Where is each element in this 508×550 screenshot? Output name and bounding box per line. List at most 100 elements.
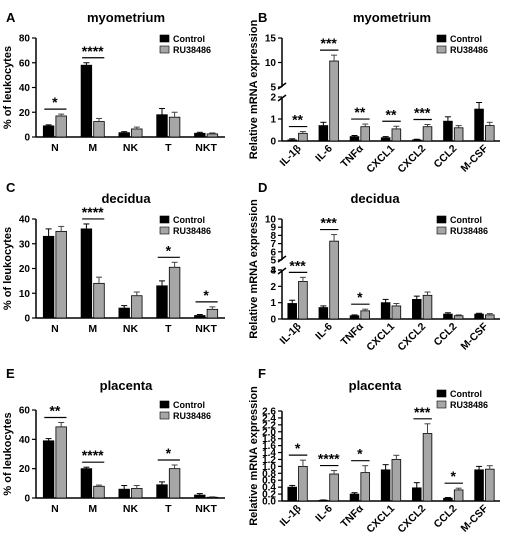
bar-ru38486 [168, 266, 181, 319]
bar-ru38486 [453, 127, 464, 142]
y-axis-label: % of leukocytes [2, 412, 14, 495]
bar-ru38486 [131, 488, 143, 499]
bar-control [443, 313, 453, 320]
y-tick-label: 0 [24, 314, 30, 325]
legend-swatch-ru38486 [159, 45, 170, 54]
x-tick-label: NK [123, 142, 139, 154]
bar-ru38486 [329, 240, 339, 320]
y-tick-label: 1 [270, 115, 276, 126]
bar-ru38486 [206, 133, 219, 138]
legend-swatch-control [159, 400, 170, 409]
bar-control [194, 315, 206, 319]
y-tick-label: 3 [270, 266, 276, 277]
significance-stars: **** [82, 447, 104, 463]
legend-swatch-control [436, 34, 447, 43]
bar-ru38486 [55, 230, 67, 319]
y-tick-label: 80 [19, 34, 31, 45]
bar-control [80, 228, 93, 319]
x-tick-label: TNFα [338, 142, 366, 170]
y-tick-label: 1.4 [262, 448, 276, 459]
x-tick-label: CXCL2 [395, 321, 428, 354]
x-tick-label: M [88, 323, 97, 335]
bar-control [118, 488, 130, 499]
y-tick-label: 20 [19, 464, 31, 475]
bar-control [156, 114, 168, 138]
legend-swatch-control [159, 215, 170, 224]
y-tick-label: 40 [19, 215, 31, 226]
bar-ru38486 [206, 308, 219, 319]
bar-control [287, 139, 297, 142]
legend-swatch-control [436, 389, 447, 398]
x-tick-label: NKT [195, 503, 217, 515]
bar-control [412, 298, 422, 320]
legend-swatch-ru38486 [159, 226, 170, 235]
x-tick-label: N [51, 142, 59, 154]
y-tick-label: 0.0 [262, 497, 276, 508]
bar-control [80, 64, 93, 138]
y-tick-label: 0 [270, 137, 276, 148]
y-tick-label: 2 [270, 93, 276, 104]
y-tick-label: 8 [270, 231, 276, 242]
bar-control [380, 302, 391, 320]
bar-control [318, 307, 329, 320]
y-axis-label: % of leukocytes [2, 46, 14, 129]
bar-ru38486 [298, 465, 308, 502]
bar-control [42, 235, 55, 319]
y-tick-label: 1.6 [262, 441, 276, 452]
y-tick-label: 0 [24, 133, 30, 144]
bar-ru38486 [93, 282, 105, 319]
significance-stars: *** [321, 215, 338, 231]
x-tick-label: IL-1β [277, 142, 304, 169]
y-axis-label: Relative mRNA expression [248, 19, 260, 159]
bar-control [349, 136, 360, 142]
y-tick-label: 40 [19, 83, 31, 94]
legend-swatch-ru38486 [436, 45, 447, 54]
bar-ru38486 [298, 132, 308, 142]
panel-title: decidua [101, 191, 151, 206]
x-tick-label: CXCL2 [395, 143, 428, 176]
panel-title: myometrium [87, 10, 165, 25]
bar-control [42, 125, 55, 138]
significance-stars: * [166, 242, 172, 258]
bar-ru38486 [329, 473, 339, 502]
bar-ru38486 [360, 310, 370, 320]
bar-ru38486 [93, 485, 105, 499]
x-tick-label: NKT [195, 323, 217, 335]
bar-control [443, 120, 453, 142]
bar-ru38486 [206, 496, 219, 499]
significance-stars: **** [318, 451, 340, 467]
y-tick-label: 60 [19, 406, 31, 417]
y-tick-label: 2 [270, 282, 276, 293]
y-tick-label: 30 [19, 239, 31, 250]
y-tick-label: 15 [265, 34, 277, 45]
bar-ru38486 [329, 60, 339, 142]
y-tick-label: 10 [265, 58, 277, 69]
panel-letter: D [258, 180, 267, 195]
bar-ru38486 [360, 472, 370, 502]
significance-stars: ** [292, 112, 303, 128]
y-tick-label: 9 [270, 223, 276, 234]
y-tick-label: 7 [270, 239, 276, 250]
significance-stars: * [357, 289, 363, 305]
legend-label: RU38486 [450, 45, 488, 55]
x-tick-label: NKT [195, 142, 217, 154]
bar-control [474, 313, 484, 320]
x-tick-label: CXCL1 [364, 503, 397, 536]
significance-stars: * [357, 446, 363, 462]
bar-ru38486 [55, 115, 67, 138]
bar-control [287, 486, 297, 502]
bar-control [349, 315, 360, 320]
bar-ru38486 [485, 125, 495, 142]
bar-ru38486 [168, 116, 181, 138]
axis-break-mark [277, 267, 287, 275]
bar-ru38486 [422, 433, 433, 502]
significance-stars: * [52, 94, 58, 110]
bar-ru38486 [131, 128, 143, 138]
significance-stars: **** [82, 204, 104, 220]
y-tick-label: 40 [19, 435, 31, 446]
